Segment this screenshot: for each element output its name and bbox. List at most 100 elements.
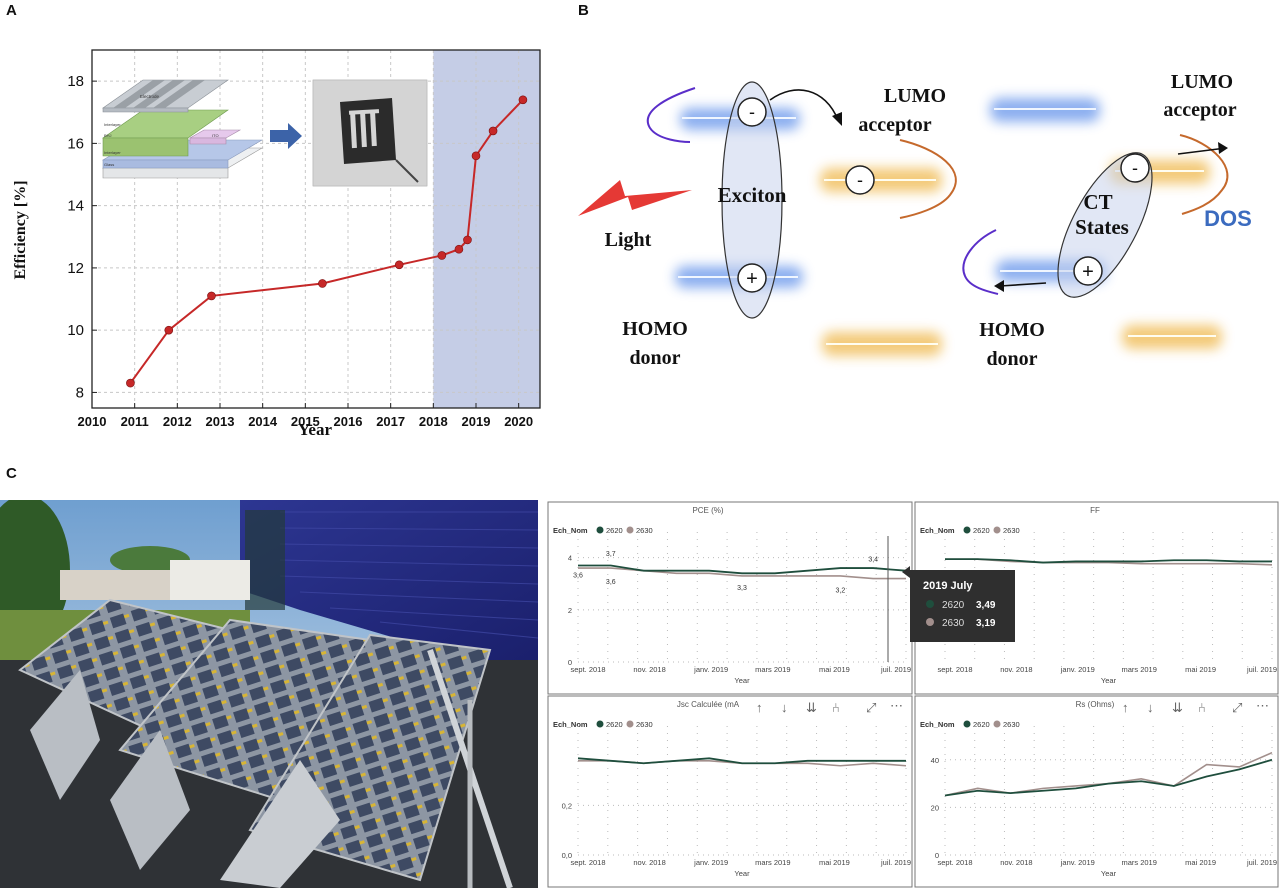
lumo-label-right: LUMO [1171,71,1233,93]
hole-sign-ct: + [1082,261,1094,283]
legend-dot-2630[interactable] [993,720,1001,728]
jsc-header-toolbar[interactable]: ↑ ↓ ⇊ ⑃ ⤢ ⋯ [756,698,903,715]
tooltip-legend-dot-2630 [926,618,934,626]
y-tick-label: 14 [67,198,84,215]
drill-down-icon[interactable]: ↓ [781,700,788,715]
expand-hierarchy-icon[interactable]: ⑃ [1198,700,1206,715]
legend-label-2620[interactable]: 2620 [606,720,623,729]
efficiency-data-point [126,378,135,388]
x-axis-label: Year [734,869,750,878]
electron-sign-acceptor: - [857,170,863,190]
efficiency-data-point [471,151,481,161]
legend-dot-2630[interactable] [993,526,1001,534]
monitoring-dashboard: PCE (%) Ech_Nom 2620 2630 0 2 4 sept. 2018 nov. … [546,500,1280,889]
exciton-ellipse [721,81,783,319]
y-tick-label: 10 [67,322,84,339]
legend-label-2630[interactable]: 2630 [636,526,653,535]
efficiency-data-point [207,291,216,301]
y-tick-label: 8 [76,384,84,401]
legend-title: Ech_Nom [553,526,588,535]
expand-all-down-icon[interactable]: ⇊ [806,700,817,715]
x-tick-label: mars 2019 [755,858,790,867]
tooltip-value-2620: 3,49 [976,600,996,611]
exciton-label: Exciton [718,183,787,207]
legend-label-2630[interactable]: 2630 [1003,720,1020,729]
x-tick-label: mai 2019 [819,665,850,674]
highlight-band-2018-onward [433,50,540,408]
more-options-icon[interactable]: ⋯ [890,698,903,713]
dos-curve-donor-right [962,229,999,295]
ct-label: CT [1083,190,1112,214]
x-tick-label: 2018 [419,414,448,429]
panel-letter-b: B [578,2,589,19]
x-tick-label: sept. 2018 [570,665,605,674]
right-arrow-icon [270,123,302,149]
series-2620-line [577,757,906,765]
legend-label-2620[interactable]: 2620 [973,526,990,535]
acceptor-homo-level-right [1122,325,1222,349]
legend-label-2620[interactable]: 2620 [606,526,623,535]
legend-dot-2630[interactable] [626,720,634,728]
data-label: 3,3 [737,585,747,592]
rs-tile[interactable]: Rs (Ohms) Ech_Nom 2620 2630 0 20 40 sept. 2018 n… [914,695,1279,888]
drill-up-icon[interactable]: ↑ [1122,700,1129,715]
efficiency-data-point [437,251,447,260]
legend-dot-2630[interactable] [626,526,634,534]
data-label: 3,7 [606,551,616,558]
legend-label-2630[interactable]: 2630 [1003,526,1020,535]
inset-layer-electrode: Electrode [140,94,160,99]
drill-down-icon[interactable]: ↓ [1147,700,1154,715]
expand-all-down-icon[interactable]: ⇊ [1172,700,1183,715]
y-tick-label: 40 [931,756,939,765]
dos-curve-acceptor-right [1179,134,1229,215]
data-label: 3,6 [606,579,616,586]
x-tick-label: 2017 [376,414,405,429]
efficiency-chart: 8 10 12 14 16 18 2010 2011 2012 2013 2014 2015 2016 2… [12,49,541,439]
data-label: 3,4 [868,556,878,563]
electron-transfer-arrow-icon [769,89,839,121]
x-tick-label: 2013 [206,414,235,429]
inset-layer-ito: ITO [212,133,219,138]
focus-mode-icon[interactable]: ⤢ [1232,700,1242,715]
x-tick-label: 2016 [334,414,363,429]
legend-dot-2620[interactable] [963,526,971,534]
legend-label-2620[interactable]: 2620 [973,720,990,729]
lumo-label-left: LUMO [884,85,946,107]
acceptor-label-left: acceptor [858,114,931,136]
jsc-tile[interactable]: Jsc Calculée (mA Ech_Nom 2620 2630 0,0 0,2 sep… [547,695,913,888]
x-tick-label: nov. 2018 [633,665,665,674]
legend-dot-2620[interactable] [596,720,604,728]
x-axis-label: Year [1101,676,1117,685]
x-tick-label: janv. 2019 [693,858,728,867]
legend-dot-2620[interactable] [963,720,971,728]
y-tick-label: 0 [568,658,572,667]
pce-title: PCE (%) [692,506,723,515]
legend-label-2630[interactable]: 2630 [636,720,653,729]
efficiency-data-point [454,244,464,254]
hole-escape-arrow-icon [999,282,1047,287]
y-tick-label: 2 [568,606,572,615]
y-tick-label: 18 [67,73,84,90]
rs-header-toolbar[interactable]: ↑ ↓ ⇊ ⑃ ⤢ ⋯ [1122,698,1269,715]
legend-title: Ech_Nom [920,720,955,729]
more-options-icon[interactable]: ⋯ [1256,698,1269,713]
x-tick-label: sept. 2018 [937,858,972,867]
tooltip-value-2630: 3,19 [976,618,996,629]
x-tick-label: nov. 2018 [633,858,665,867]
pce-tile[interactable]: PCE (%) Ech_Nom 2620 2630 0 2 4 sept. 2018 nov. … [547,501,913,695]
x-tick-label: mai 2019 [1185,858,1216,867]
hover-tooltip: 2019 July 2620 3,49 2630 3,19 [902,566,1015,642]
drill-up-icon[interactable]: ↑ [756,700,763,715]
x-tick-label: janv. 2019 [1060,858,1095,867]
x-tick-label: mai 2019 [1185,665,1216,674]
panel-letter-a: A [6,2,17,19]
x-tick-label: 2010 [78,414,107,429]
focus-mode-icon[interactable]: ⤢ [866,700,876,715]
homo-label-right: HOMO [979,319,1045,341]
acceptor-homo-level-left [822,332,942,356]
inset-layer-glass: Glass [104,162,114,167]
expand-hierarchy-icon[interactable]: ⑃ [832,700,840,715]
x-tick-label: janv. 2019 [693,665,728,674]
legend-dot-2620[interactable] [596,526,604,534]
x-tick-label: juil. 2019 [880,858,911,867]
